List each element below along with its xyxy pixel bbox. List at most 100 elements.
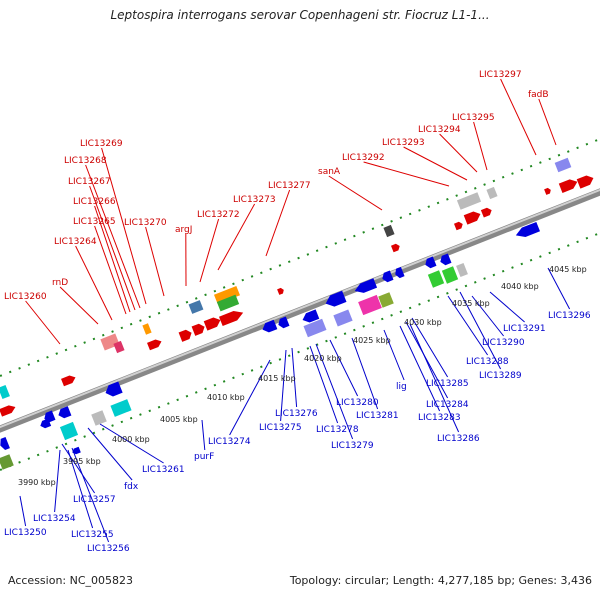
gene-feature: [0, 384, 10, 400]
leader-line: [25, 300, 61, 345]
gene-label-lic13272: LIC13272: [197, 210, 240, 220]
scale-label: 4035 kbp: [452, 299, 490, 308]
gene-label-lic13264: LIC13264: [54, 237, 97, 247]
leader-line: [447, 295, 489, 356]
gene-feature: [325, 290, 347, 307]
gene-feature: [0, 454, 14, 470]
gene-feature: [441, 266, 459, 284]
gene-feature: [147, 339, 162, 351]
gene-feature: [113, 340, 125, 354]
leader-line: [328, 175, 383, 211]
gene-label-lic13294: LIC13294: [418, 125, 461, 135]
gene-label-lic13280: LIC13280: [336, 398, 379, 408]
gene-label-lic13260: LIC13260: [4, 292, 47, 302]
leader-line: [409, 323, 460, 433]
leader-line: [94, 205, 131, 313]
scale-label: 4000 kbp: [112, 435, 150, 444]
gene-feature: [0, 436, 10, 451]
leader-line: [67, 449, 94, 529]
gene-feature: [40, 418, 52, 429]
leader-line: [329, 339, 359, 397]
gene-label-lic13278: LIC13278: [316, 425, 359, 435]
gene-feature: [453, 221, 463, 231]
leader-line: [99, 423, 164, 464]
leader-line: [229, 359, 271, 436]
gene-label-lic13289: LIC13289: [479, 371, 522, 381]
gene-label-lic13268: LIC13268: [64, 156, 107, 166]
gene-feature: [110, 399, 132, 417]
scale-label: 3990 kbp: [18, 478, 56, 487]
gene-feature: [303, 318, 327, 338]
leader-line: [61, 443, 96, 494]
gene-feature: [59, 421, 79, 441]
gene-label-lic13295: LIC13295: [452, 113, 495, 123]
scale-label: 4025 kbp: [353, 336, 391, 345]
gene-feature: [463, 211, 481, 225]
leader-line: [101, 147, 147, 305]
leader-line: [280, 349, 287, 422]
scale-labels: 4045 kbp 4040 kbp 4035 kbp 4030 kbp 4025 kbp…: [18, 265, 587, 487]
gene-feature: [390, 243, 400, 253]
gene-features: [0, 157, 594, 470]
leader-line: [19, 495, 27, 527]
leader-line: [315, 343, 354, 440]
gene-feature: [456, 192, 482, 210]
scale-label: 4015 kbp: [258, 374, 296, 383]
leader-line: [89, 185, 136, 311]
leader-line: [75, 245, 113, 321]
gene-feature: [480, 207, 492, 218]
gene-label-lic13288: LIC13288: [466, 357, 509, 367]
scale-label: 4005 kbp: [160, 415, 198, 424]
gene-label-lic13250: LIC13250: [4, 528, 47, 538]
gene-label-lic13276: LIC13276: [275, 409, 318, 419]
gene-label-lic13281: LIC13281: [356, 411, 399, 421]
leader-line: [489, 291, 525, 323]
lower-tick-track: [0, 232, 600, 471]
gene-labels: LIC13297 fadB LIC13295 LIC13294 LIC13293 LIC1…: [4, 70, 591, 554]
scale-label: 4045 kbp: [549, 265, 587, 274]
gene-feature: [395, 266, 405, 279]
gene-label-lic13269: LIC13269: [80, 139, 123, 149]
gene-label-lic13283: LIC13283: [418, 413, 461, 423]
gene-feature: [191, 323, 205, 336]
gene-feature: [354, 278, 378, 293]
leader-line: [309, 345, 339, 424]
scale-label: 4030 kbp: [404, 318, 442, 327]
leader-line: [439, 133, 478, 173]
gene-feature: [382, 270, 394, 283]
leader-line: [405, 321, 449, 399]
leader-line: [473, 121, 488, 171]
map-title: Leptospira interrogans serovar Copenhage…: [110, 8, 490, 22]
gene-label-lic13261: LIC13261: [142, 465, 185, 475]
leader-line: [201, 419, 206, 451]
scale-label: 4040 kbp: [501, 282, 539, 291]
gene-label-lic13265: LIC13265: [73, 217, 116, 227]
gene-feature: [333, 309, 353, 327]
gene-label-lic13286: LIC13286: [437, 434, 480, 444]
leader-line: [399, 325, 441, 412]
gene-feature: [214, 285, 240, 305]
leader-line: [291, 347, 298, 408]
gene-feature: [277, 287, 284, 295]
leader-line: [199, 218, 220, 283]
gene-feature: [219, 311, 244, 327]
gene-feature: [58, 406, 72, 419]
genome-backbone: [0, 188, 600, 433]
leader-line: [59, 286, 99, 325]
gene-feature: [427, 270, 445, 288]
gene-label-lic13293: LIC13293: [382, 138, 425, 148]
gene-feature: [558, 179, 578, 193]
gene-feature: [378, 292, 394, 308]
leader-line: [500, 78, 537, 156]
leader-line: [411, 317, 449, 378]
gene-feature: [383, 224, 395, 238]
gene-label-lic13297: LIC13297: [479, 70, 522, 80]
gene-feature: [515, 221, 540, 237]
gene-label-lic13273: LIC13273: [233, 195, 276, 205]
gene-feature: [262, 319, 278, 333]
gene-label-rnd: rnD: [52, 278, 68, 288]
gene-feature: [61, 375, 76, 387]
gene-label-fadb: fadB: [528, 90, 549, 100]
gene-label-lic13256: LIC13256: [87, 544, 130, 554]
